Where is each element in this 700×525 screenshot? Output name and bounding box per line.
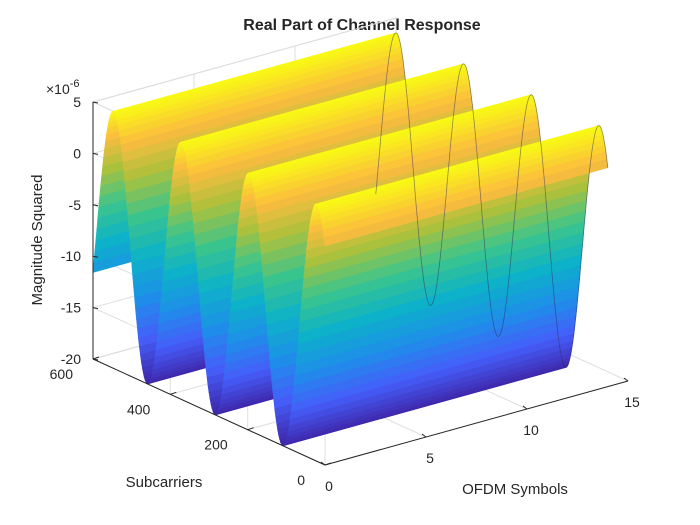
z-tick — [92, 101, 99, 104]
z-tick-label: 0 — [73, 145, 81, 161]
tick-labels: -20 -15 -10 -5 0 5 0 200 400 600 0 5 10 15 — [50, 94, 640, 494]
z-tick-label: -20 — [61, 351, 81, 367]
axes-lines — [92, 102, 629, 466]
z-axis-label: Magnitude Squared — [29, 175, 46, 306]
x-tick-label: 5 — [426, 450, 434, 466]
y-tick — [324, 462, 332, 466]
z-tick-label: -10 — [61, 248, 81, 264]
y-tick-label: 0 — [297, 472, 305, 488]
z-exponent: -6 — [70, 78, 80, 90]
x-tick — [421, 433, 427, 438]
z-multiplier-label: ×10-6 — [46, 78, 80, 97]
y-tick-label: 600 — [50, 366, 74, 382]
y-tick — [92, 356, 100, 360]
z-tick — [92, 204, 99, 207]
x-tick — [623, 377, 629, 382]
surface-edge — [375, 32, 609, 368]
y-axis-label: Subcarriers — [126, 474, 203, 491]
z-tick — [92, 307, 99, 310]
y-axis-line — [92, 358, 326, 466]
z-tick — [92, 255, 99, 258]
y-tick — [170, 391, 177, 395]
x-tick — [320, 461, 326, 466]
x-axis-line — [324, 380, 629, 466]
x-axis-label: OFDM Symbols — [462, 481, 568, 498]
z-tick-label: 5 — [73, 94, 81, 110]
z-tick-label: -15 — [61, 300, 81, 316]
x-tick — [522, 405, 528, 410]
y-tick-label: 200 — [204, 437, 228, 453]
surface-plot — [92, 32, 609, 447]
z-tick-label: -5 — [69, 197, 82, 213]
y-tick-label: 400 — [127, 401, 151, 417]
y-tick — [247, 427, 254, 431]
x-tick-label: 0 — [325, 478, 333, 494]
x-tick-label: 10 — [523, 422, 539, 438]
z-tick — [92, 152, 99, 155]
chart-title: Real Part of Channel Response — [243, 17, 480, 34]
x-tick-label: 15 — [624, 394, 640, 410]
